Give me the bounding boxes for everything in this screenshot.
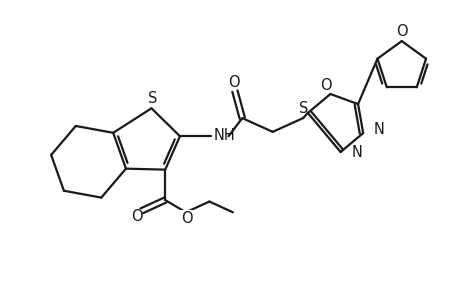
Text: O: O <box>228 75 239 90</box>
Text: O: O <box>396 24 407 39</box>
Text: NH: NH <box>213 128 235 143</box>
Text: O: O <box>131 209 142 224</box>
Text: O: O <box>319 78 330 93</box>
Text: S: S <box>299 101 308 116</box>
Text: S: S <box>147 91 157 106</box>
Text: O: O <box>180 211 192 226</box>
Text: N: N <box>351 146 362 160</box>
Text: N: N <box>373 122 384 137</box>
